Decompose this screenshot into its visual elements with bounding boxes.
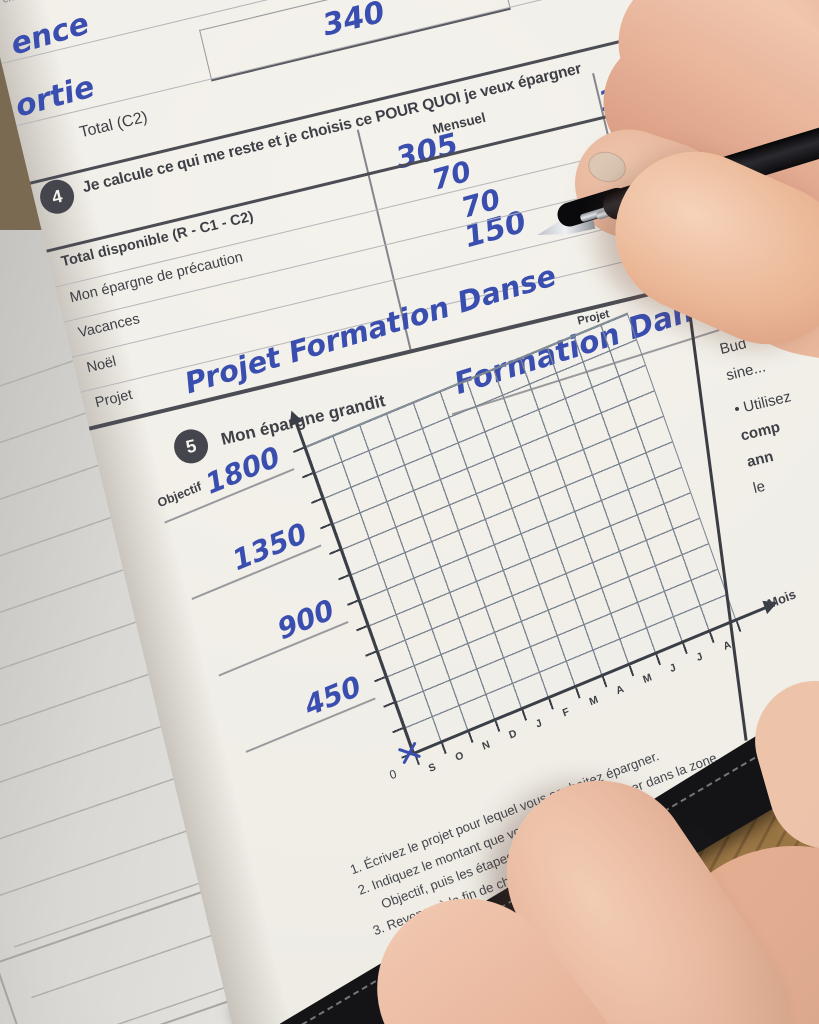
handwritten-total-c2: 340: [319, 0, 389, 44]
month-tick-label: D: [507, 727, 519, 742]
month-tick-label: M: [587, 693, 600, 709]
month-tick-label: J: [668, 661, 678, 676]
origin-zero-label: 0: [387, 766, 399, 783]
month-tick-label: O: [453, 749, 466, 764]
section-5-badge: 5: [171, 426, 212, 467]
month-tick-label: J: [534, 716, 544, 731]
month-tick-label: N: [480, 738, 492, 753]
month-tick-label: S: [426, 760, 438, 775]
x-axis-caption: Mois: [765, 586, 798, 612]
month-tick-label: A: [614, 682, 626, 698]
total-c2-label: Total (C2): [77, 108, 150, 142]
month-tick-label: J: [694, 650, 705, 664]
month-tick-label: F: [560, 705, 571, 720]
chart-grid: [305, 313, 736, 753]
month-tick-label: M: [641, 671, 654, 687]
